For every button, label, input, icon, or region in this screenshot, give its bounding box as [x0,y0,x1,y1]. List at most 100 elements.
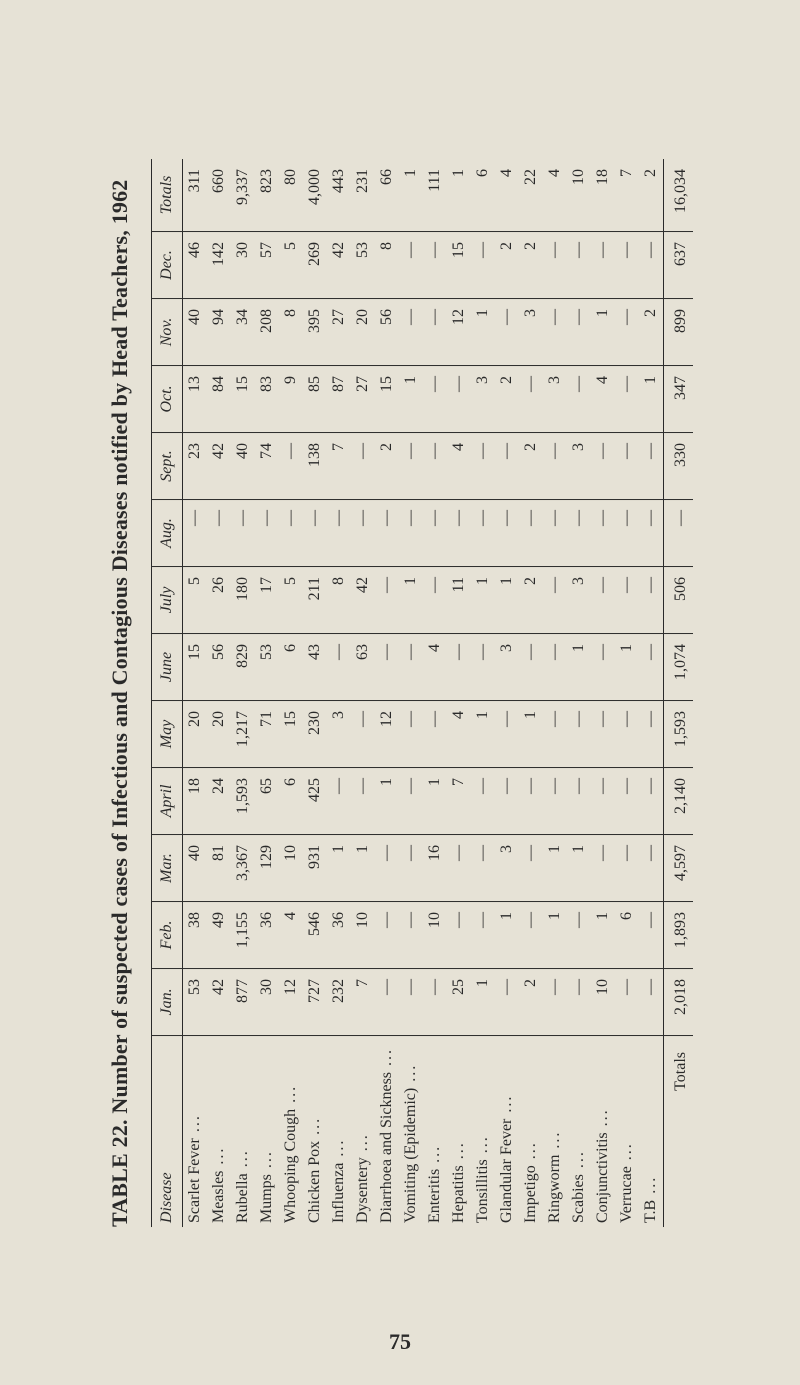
value-cell: — [567,231,591,298]
value-cell: 84 [207,365,231,432]
totals-apr: 2,140 [664,767,694,834]
value-cell: 42 [207,968,231,1035]
value-cell: 7 [327,432,351,499]
value-cell: — [183,499,208,566]
value-cell: 42 [351,566,375,633]
col-nov: Nov. [152,298,183,365]
totals-row: Totals 2,018 1,893 4,597 2,140 1,593 1,0… [664,158,694,1226]
leader-dots: ... [642,1175,659,1199]
value-cell: — [471,432,495,499]
table-row: Chicken Pox ...72754693142523043211—1388… [303,158,327,1226]
page-container: TABLE 22. Number of suspected cases of I… [0,0,800,1385]
value-cell: — [591,231,615,298]
value-cell: 30 [231,231,255,298]
value-cell: — [543,499,567,566]
value-cell: 56 [207,633,231,700]
row-total-cell: 4 [495,158,519,231]
disease-cell: Measles ... [207,1035,231,1227]
value-cell: 232 [327,968,351,1035]
disease-cell: Dysentery ... [351,1035,375,1227]
value-cell: — [471,834,495,901]
totals-grand: 16,034 [664,158,694,231]
row-total-cell: 311 [183,158,208,231]
value-cell: — [399,700,423,767]
totals-feb: 1,893 [664,901,694,968]
value-cell: — [615,499,639,566]
disease-name: Conjunctivitis [594,1132,611,1223]
totals-jan: 2,018 [664,968,694,1035]
value-cell: — [615,566,639,633]
leader-dots: ... [522,1141,539,1165]
value-cell: 546 [303,901,327,968]
totals-label: Totals [664,1035,694,1227]
row-total-cell: 1 [447,158,471,231]
value-cell: 10 [351,901,375,968]
disease-name: Ringworm [546,1154,563,1222]
value-cell: — [327,767,351,834]
value-cell: 1,217 [231,700,255,767]
value-cell: — [375,566,399,633]
value-cell: 211 [303,566,327,633]
value-cell: — [351,499,375,566]
value-cell: 30 [255,968,279,1035]
value-cell: — [375,834,399,901]
value-cell: 27 [327,298,351,365]
value-cell: — [543,700,567,767]
value-cell: — [567,901,591,968]
leader-dots: ... [306,1116,323,1140]
value-cell: 5 [279,231,303,298]
value-cell: 24 [207,767,231,834]
value-cell: — [615,834,639,901]
value-cell: — [327,499,351,566]
value-cell: — [567,499,591,566]
disease-name: Hepatitis [450,1165,467,1223]
value-cell: — [591,633,615,700]
value-cell: 3 [543,365,567,432]
leader-dots: ... [618,1142,635,1166]
value-cell: 2 [495,365,519,432]
value-cell: 12 [375,700,399,767]
leader-dots: ... [330,1138,347,1162]
value-cell: 208 [255,298,279,365]
value-cell: — [519,767,543,834]
disease-cell: Influenza ... [327,1035,351,1227]
col-sep: Sept. [152,432,183,499]
value-cell: 40 [231,432,255,499]
disease-cell: Scabies ... [567,1035,591,1227]
table-row: Scarlet Fever ...5338401820155—231340463… [183,158,208,1226]
col-jun: June [152,633,183,700]
value-cell: 7 [351,968,375,1035]
value-cell: — [543,298,567,365]
value-cell: 12 [279,968,303,1035]
leader-dots: ... [186,1114,203,1138]
value-cell: — [495,700,519,767]
disease-cell: Mumps ... [255,1035,279,1227]
value-cell: 16 [423,834,447,901]
value-cell: — [399,767,423,834]
value-cell: — [639,767,664,834]
value-cell: 53 [183,968,208,1035]
table-row: Tonsillitis ...1———1—1——31—6 [471,158,495,1226]
value-cell: — [519,365,543,432]
row-total-cell: 9,337 [231,158,255,231]
disease-name: Scabies [570,1174,587,1223]
disease-cell: T.B ... [639,1035,664,1227]
col-apr: April [152,767,183,834]
disease-name: Measles [210,1170,227,1222]
value-cell: 1 [399,365,423,432]
value-cell: — [519,834,543,901]
disease-name: Rubella [234,1173,251,1223]
value-cell: 40 [183,298,208,365]
totals-sep: 330 [664,432,694,499]
value-cell: 1 [543,834,567,901]
disease-name: Whooping Cough [282,1108,299,1222]
value-cell: — [399,499,423,566]
disease-name: Impetigo [522,1165,539,1223]
table-row: Conjunctivitis ...101———————41—18 [591,158,615,1226]
value-cell: 15 [231,365,255,432]
value-cell: — [567,700,591,767]
value-cell: — [375,499,399,566]
value-cell: 8 [375,231,399,298]
value-cell: 142 [207,231,231,298]
value-cell: 63 [351,633,375,700]
